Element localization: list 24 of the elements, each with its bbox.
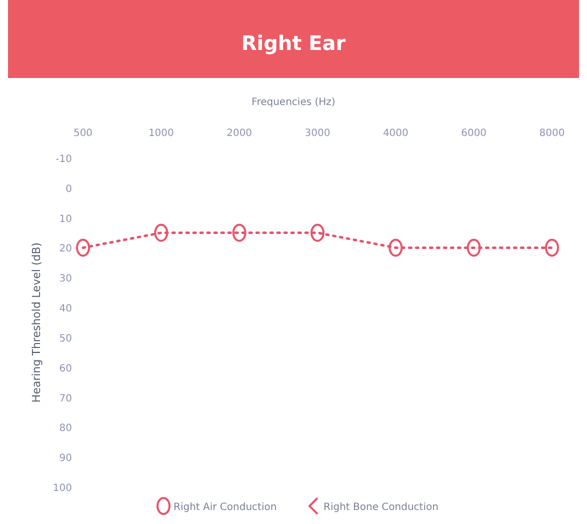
y-tick-label: 60 [59,363,72,374]
y-tick-label: 30 [59,274,72,285]
y-axis-title: Hearing Threshold Level (dB) [30,242,43,403]
x-tick-label: 1000 [148,128,174,139]
y-tick-label: 80 [59,423,72,434]
legend-label: Right Air Conduction [174,502,277,513]
y-tick-label: 90 [59,453,72,464]
x-axis-title: Frequencies (Hz) [252,97,336,108]
y-tick-label: 20 [59,244,72,255]
y-tick-label: 0 [66,184,72,195]
x-tick-label: 4000 [382,128,408,139]
y-tick-label: 70 [59,393,72,404]
x-tick-label: 3000 [304,128,330,139]
chart-title: Right Ear [241,31,346,55]
y-tick-label: -10 [56,154,72,165]
x-tick-label: 8000 [539,128,565,139]
y-tick-label: 10 [59,214,72,225]
legend-label: Right Bone Conduction [324,502,438,513]
y-tick-label: 50 [59,333,72,344]
y-tick-label: 40 [59,304,72,315]
x-tick-label: 500 [73,128,93,139]
x-tick-label: 2000 [226,128,252,139]
y-tick-label: 100 [52,483,72,494]
x-tick-label: 6000 [461,128,487,139]
